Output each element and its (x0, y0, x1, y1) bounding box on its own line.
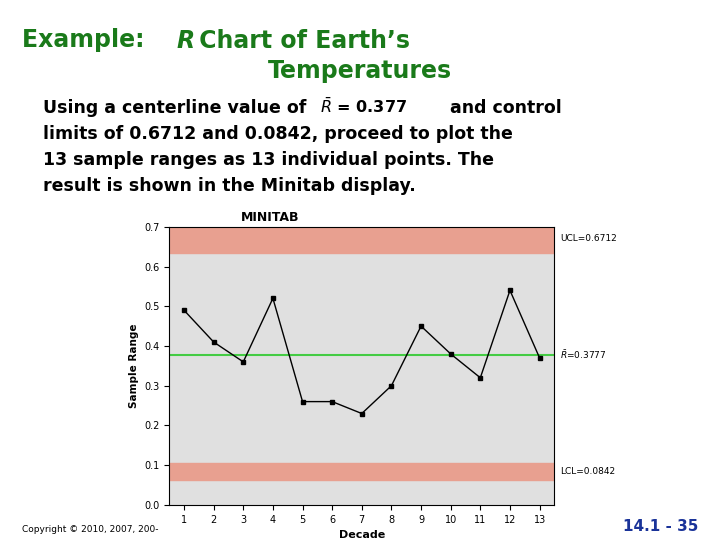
Text: Copyright © 2010, 2007, 200-: Copyright © 2010, 2007, 200- (22, 524, 158, 534)
Text: Temperatures: Temperatures (268, 59, 452, 83)
Text: result is shown in the Minitab display.: result is shown in the Minitab display. (43, 177, 416, 195)
Y-axis label: Sample Range: Sample Range (129, 323, 138, 408)
Text: and control: and control (450, 99, 562, 117)
Text: limits of 0.6712 and 0.0842, proceed to plot the: limits of 0.6712 and 0.0842, proceed to … (43, 125, 513, 143)
X-axis label: Decade: Decade (338, 530, 385, 540)
Bar (169, 223, 554, 253)
Text: Using a centerline value of: Using a centerline value of (43, 99, 307, 117)
Text: LCL=0.0842: LCL=0.0842 (560, 467, 616, 476)
Text: 14.1 - 35: 14.1 - 35 (623, 518, 698, 534)
Text: UCL=0.6712: UCL=0.6712 (560, 234, 617, 243)
Text: $\bar{R}$=0.3777: $\bar{R}$=0.3777 (560, 348, 607, 361)
Text: 13 sample ranges as 13 individual points. The: 13 sample ranges as 13 individual points… (43, 151, 494, 169)
Text: $\bar{R}$ = 0.377: $\bar{R}$ = 0.377 (320, 97, 408, 116)
Text: Chart of Earth’s: Chart of Earth’s (191, 29, 410, 52)
Text: MINITAB: MINITAB (241, 211, 300, 224)
Bar (169, 463, 554, 480)
Text: Example:: Example: (22, 29, 153, 52)
Text: R: R (176, 29, 194, 52)
